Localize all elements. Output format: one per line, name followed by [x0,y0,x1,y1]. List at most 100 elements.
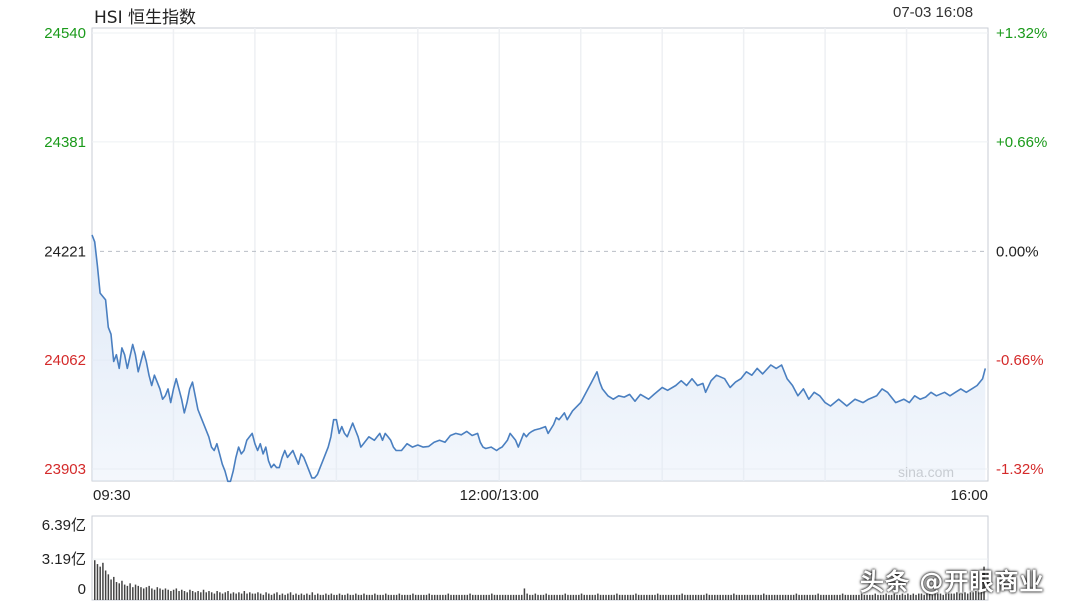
volume-bar [784,594,787,600]
volume-bar [724,594,727,600]
volume-bar [907,593,909,600]
volume-bar [235,593,237,600]
volume-bar [181,589,183,600]
volume-bar [811,594,814,600]
volume-bar [833,594,836,600]
volume-bar [830,594,833,600]
volume-bar [866,594,868,600]
volume-bar [243,591,246,600]
volume-bar [452,594,455,600]
volume-bar [382,594,384,600]
volume-bar [268,593,270,600]
volume-bar [646,594,648,600]
volume-bar [107,574,110,600]
volume-bar [398,593,401,600]
volume-bar [96,564,99,600]
volume-bar [121,580,123,600]
volume-bar [346,593,349,600]
volume-bar [442,594,444,600]
volume-bar [945,593,947,600]
volume-bar [684,594,686,600]
volume-bar [352,594,354,600]
volume-bar [496,594,498,600]
volume-bar [901,593,904,600]
volume-bar [730,594,732,600]
volume-bar [365,594,368,600]
volume-bar [969,592,972,600]
volume-bar [355,593,357,600]
volume-bar [760,594,762,600]
volume-bar [491,593,493,600]
volume-bar [779,594,781,600]
volume-bar [469,593,471,600]
volume-bar [898,594,901,600]
volume-bar [439,594,441,600]
volume-bar [276,592,278,600]
volume-bar [262,594,265,600]
volume-bar [363,593,365,600]
volume-bar [510,594,512,600]
volume-bar [393,594,395,600]
volume-bar [300,593,303,600]
volume-bar [801,594,803,600]
volume-bar [616,593,618,600]
volume-bar [656,593,659,600]
volume-bar [240,593,243,600]
volume-bar [939,593,942,600]
volume-bar [118,583,120,600]
volume-bar [904,594,906,600]
volume-bar [140,587,142,600]
volume-bar [782,594,784,600]
volume-bar [129,583,131,600]
volume-bar [803,594,806,600]
volume-bar [287,593,289,600]
volume-bar [817,593,819,600]
volume-bar [836,594,838,600]
volume-bar [637,594,640,600]
volume-bar [542,594,545,600]
volume-bar [610,594,613,600]
volume-bar [926,593,928,600]
volume-bar [257,592,259,600]
volume-bar [482,594,485,600]
volume-bar [401,594,403,600]
volume-bar [735,594,738,600]
volume-bar [227,591,229,600]
volume-bar [977,592,980,600]
volume-bar [480,594,482,600]
volume-bar [716,594,719,600]
volume-bar [376,594,379,600]
volume-bar [208,591,210,600]
volume-bar [322,594,324,600]
volume-bar [200,592,202,600]
volume-bar [455,594,458,600]
volume-bar [314,594,316,600]
volume-bar [629,594,632,600]
update-timestamp: 07-03 16:08 [893,4,974,21]
volume-bar [94,560,96,600]
volume-bar [303,594,305,600]
volume-bar [896,594,898,600]
volume-bar [931,594,934,600]
volume-bar [888,594,890,600]
volume-bar [983,566,985,600]
volume-bar [839,594,841,600]
volume-bar [387,594,390,600]
volume-bar [708,594,711,600]
volume-bar [311,592,314,600]
left-axis-labels: 24540 24381 24221 24062 23903 [44,25,86,478]
volume-bar [425,594,428,600]
volume-bar [284,594,286,600]
volume-bar [877,594,879,600]
volume-bar [548,594,550,600]
volume-bar [847,594,849,600]
volume-bar [602,594,605,600]
volume-bar [404,594,406,600]
volume-bar [142,588,145,600]
volume-bar [529,594,531,600]
volume-bar [417,594,420,600]
volume-bar [102,562,104,600]
volume-bar [578,594,580,600]
volume-bar [395,594,398,600]
volume-bar [134,584,137,600]
